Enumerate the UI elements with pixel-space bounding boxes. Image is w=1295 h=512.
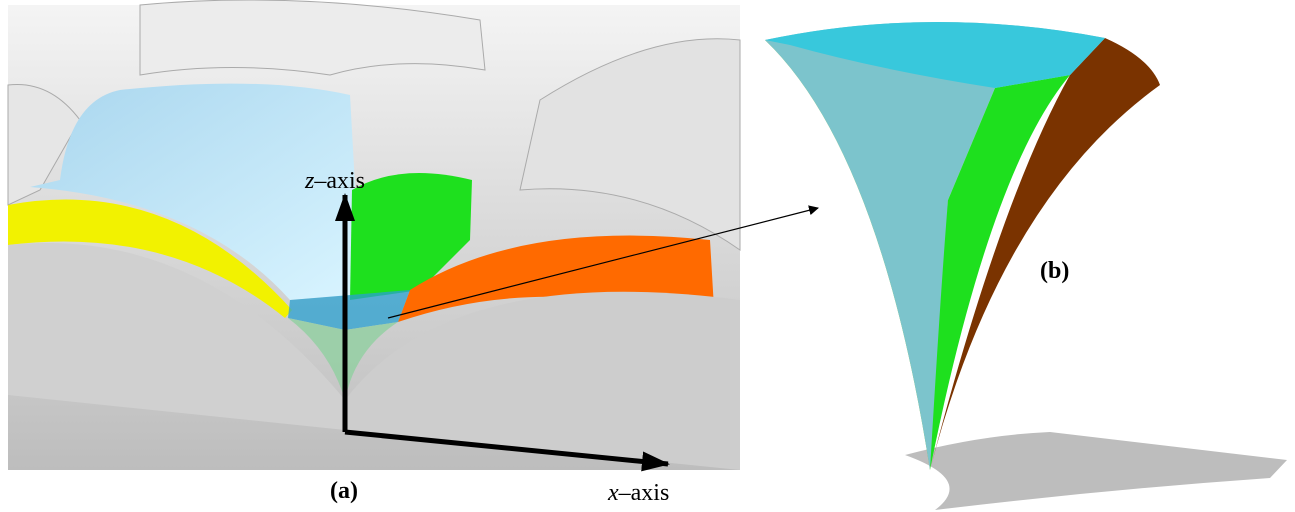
x-var: x <box>607 480 619 506</box>
x-axis-arrow <box>344 429 670 472</box>
dome <box>7 83 81 206</box>
dome <box>519 38 741 251</box>
x-suffix: –axis <box>618 480 670 506</box>
dome <box>139 0 486 76</box>
lower-dome <box>345 291 740 470</box>
blue-region <box>30 83 355 300</box>
blue-cap <box>288 290 410 330</box>
shadow <box>905 432 1287 510</box>
z-var: z <box>304 168 315 194</box>
zoom-arrow <box>387 205 819 319</box>
lower-dome <box>8 242 345 430</box>
green-surface <box>930 75 1070 470</box>
x-axis-label: x–axis <box>607 480 669 506</box>
panel-label: (a) <box>330 478 358 504</box>
panel-label: (b) <box>1040 258 1069 284</box>
panel-b: (b) <box>765 21 1287 510</box>
z-axis-label: z–axis <box>304 168 365 194</box>
blue-surface <box>765 21 1105 471</box>
yellow-region <box>8 199 292 318</box>
brown-surface <box>930 38 1160 470</box>
panel-a: z–axis x–axis (a) <box>7 0 819 506</box>
z-suffix: –axis <box>313 168 365 194</box>
green-region <box>350 172 472 300</box>
cyan-top <box>765 21 1105 89</box>
